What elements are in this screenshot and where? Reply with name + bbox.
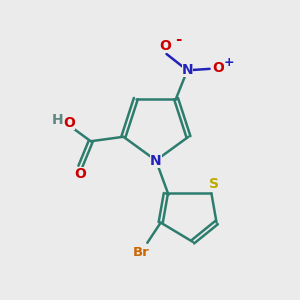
Text: Br: Br — [133, 246, 150, 259]
Text: H: H — [51, 112, 63, 127]
Text: N: N — [150, 154, 162, 168]
Text: N: N — [182, 63, 193, 77]
Text: -: - — [175, 32, 181, 47]
Text: +: + — [224, 56, 234, 69]
Text: O: O — [74, 167, 86, 181]
Text: O: O — [63, 116, 75, 130]
Text: S: S — [209, 177, 219, 191]
Text: O: O — [159, 39, 171, 53]
Text: O: O — [212, 61, 224, 75]
